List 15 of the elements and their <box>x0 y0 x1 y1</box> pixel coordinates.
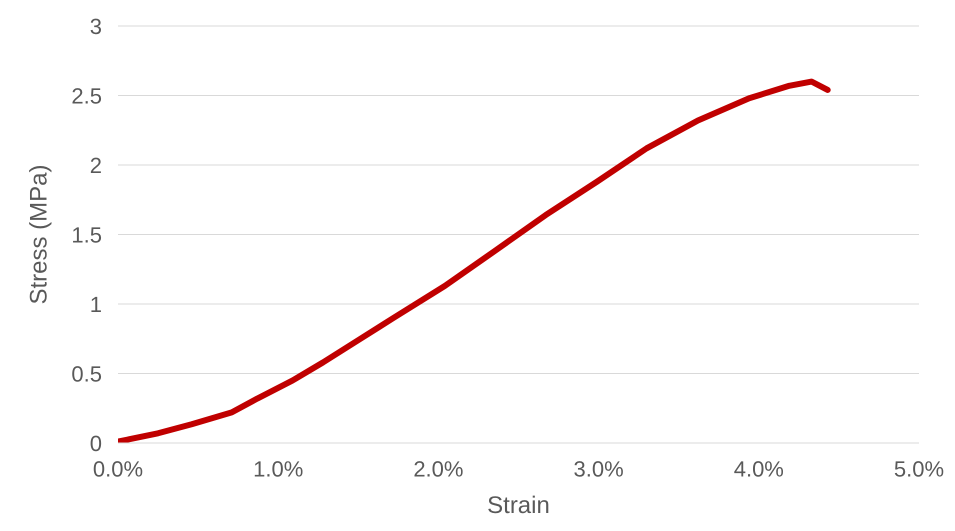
x-tick-label: 4.0% <box>734 456 784 482</box>
x-tick-label: 1.0% <box>253 456 304 482</box>
y-tick-label: 2 <box>90 152 102 178</box>
y-tick-label: 0 <box>90 430 102 456</box>
x-axis-title: Strain <box>487 492 550 519</box>
x-tick-label: 5.0% <box>894 456 944 482</box>
y-tick-label: 3 <box>90 14 102 39</box>
y-tick-label: 1.5 <box>71 222 102 248</box>
y-tick-label: 2.5 <box>71 83 102 108</box>
y-axis-title: Stress (MPa) <box>26 164 53 305</box>
x-tick-label: 2.0% <box>413 456 464 482</box>
y-tick-label: 1 <box>90 292 102 317</box>
x-tick-label: 0.0% <box>92 456 144 482</box>
x-tick-label: 3.0% <box>574 456 624 482</box>
y-tick-label: 0.5 <box>71 361 102 386</box>
